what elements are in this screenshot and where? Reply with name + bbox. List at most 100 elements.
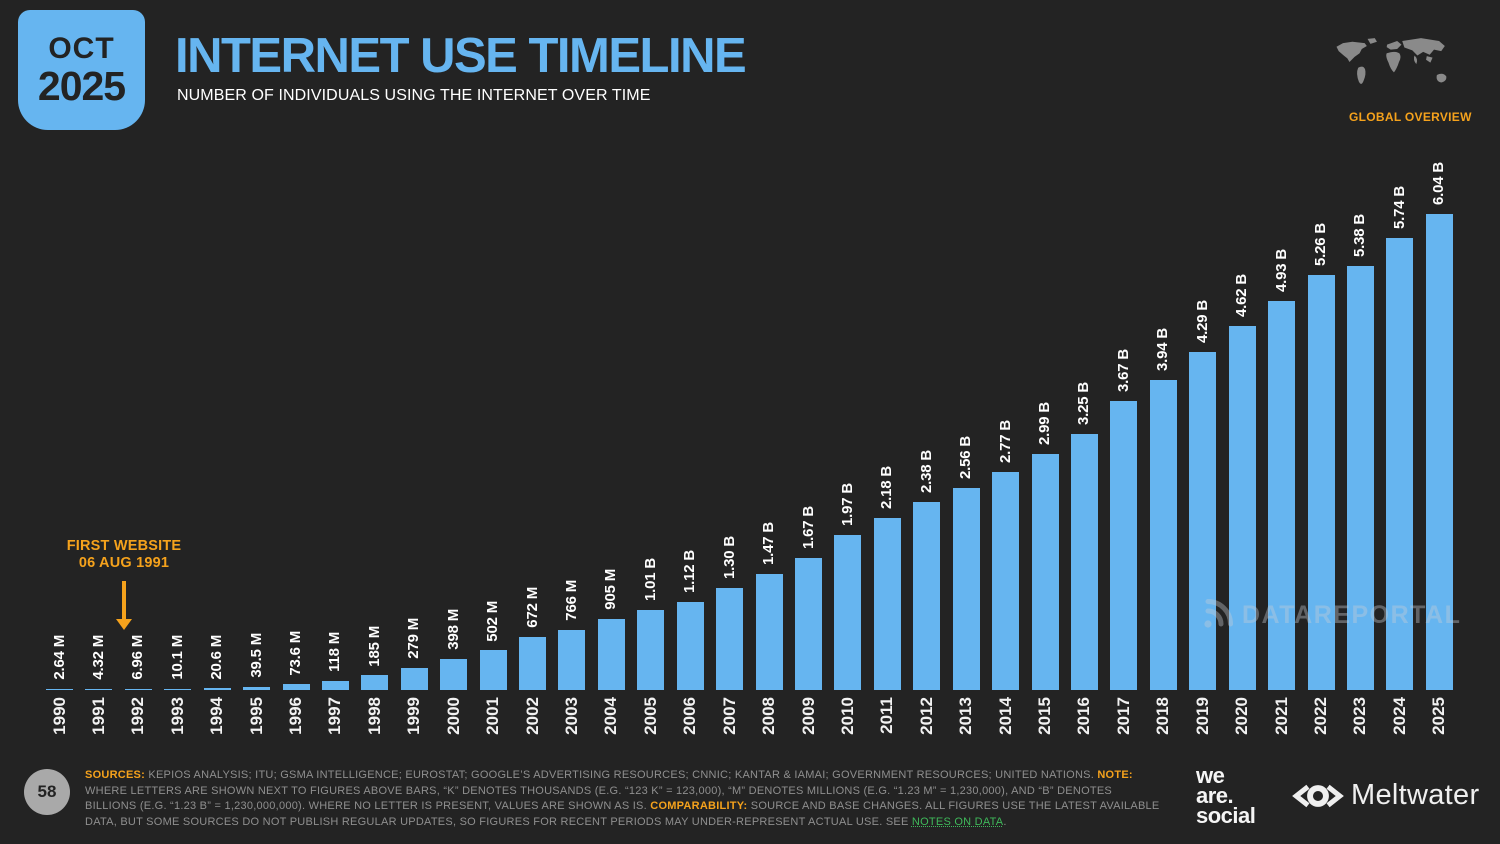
year-label: 1992 — [128, 697, 148, 735]
bar-value-label: 4.93 B — [1272, 249, 1290, 293]
bar-2013 — [952, 488, 980, 690]
bar-column-1995: 39.5 M 1995 — [243, 214, 271, 735]
bar-2000 — [440, 658, 468, 690]
bar-1999 — [400, 668, 428, 690]
annotation-line1: FIRST WEBSITE — [66, 538, 182, 554]
bar-value-label: 3.67 B — [1114, 348, 1132, 392]
year-label: 2016 — [1074, 697, 1094, 735]
year-label: 2022 — [1311, 697, 1330, 735]
bar-column-2010: 1.97 B 2010 — [834, 214, 862, 735]
date-badge-year: 2025 — [37, 63, 126, 109]
bar-2004 — [597, 618, 625, 690]
bar-value-label: 4.29 B — [1193, 299, 1211, 343]
bar-value-label: 279 M — [405, 618, 423, 660]
year-label: 2015 — [1035, 697, 1055, 735]
comparability-label: COMPARABILITY: — [650, 800, 748, 813]
bar-2007 — [716, 587, 744, 690]
we-are-social-line3: social — [1196, 803, 1256, 828]
bar-1992 — [124, 688, 152, 690]
bar-2005 — [637, 610, 665, 690]
year-label: 2025 — [1429, 697, 1449, 735]
bar-2018 — [1149, 379, 1177, 690]
bar-value-label: 3.94 B — [1154, 327, 1172, 371]
sources-body: KEPIOS ANALYSIS; ITU; GSMA INTELLIGENCE;… — [148, 769, 1095, 781]
date-badge-month: OCT — [48, 32, 115, 65]
meltwater-eye-icon — [1292, 784, 1344, 807]
year-label: 2010 — [837, 697, 857, 735]
sources-text: SOURCES: KEPIOS ANALYSIS; ITU; GSMA INTE… — [85, 768, 1163, 830]
year-label: 2014 — [995, 697, 1015, 735]
bar-column-2002: 672 M 2002 — [519, 214, 547, 735]
bar-2001 — [479, 650, 507, 690]
bar-column-2022: 5.26 B 2022 — [1307, 214, 1335, 735]
year-label: 1994 — [207, 697, 227, 735]
page-number: 58 — [37, 782, 57, 801]
bar-value-label: 185 M — [365, 625, 383, 667]
bar-1995 — [243, 686, 271, 690]
year-label: 1996 — [286, 697, 306, 735]
bar-1998 — [361, 675, 389, 690]
bar-2016 — [1070, 433, 1098, 690]
year-label: 1997 — [325, 697, 345, 735]
year-label: 1990 — [49, 697, 69, 735]
notes-on-data-link[interactable]: NOTES ON DATA — [911, 815, 1004, 828]
page-title: INTERNET USE TIMELINE — [175, 29, 747, 83]
year-label: 1991 — [88, 697, 108, 735]
year-label: 1993 — [167, 697, 187, 735]
bar-2019 — [1189, 351, 1217, 690]
bar-value-label: 4.62 B — [1233, 273, 1251, 317]
we-are-social-line1: we — [1196, 763, 1225, 788]
note-body: WHERE LETTERS ARE SHOWN NEXT TO FIGURES … — [85, 784, 1113, 813]
year-label: 2005 — [640, 697, 660, 735]
year-label: 1998 — [364, 697, 384, 735]
we-are-social-logo: we are. social — [1196, 763, 1256, 828]
bar-value-label: 3.25 B — [1075, 381, 1093, 425]
bar-2022 — [1307, 275, 1335, 690]
bar-value-label: 1.12 B — [681, 549, 699, 593]
year-label: 2011 — [877, 697, 897, 734]
meltwater-label: Meltwater — [1351, 779, 1480, 811]
bar-column-2009: 1.67 B 2009 — [795, 214, 823, 735]
bar-2002 — [519, 637, 547, 690]
bar-column-2003: 766 M 2003 — [558, 214, 586, 735]
bar-value-label: 73.6 M — [287, 630, 305, 676]
bar-2006 — [676, 601, 704, 690]
bar-value-label: 1.01 B — [641, 558, 659, 602]
bar-value-label: 2.38 B — [917, 450, 935, 494]
bar-2011 — [873, 518, 901, 690]
bar-column-2017: 3.67 B 2017 — [1110, 214, 1138, 735]
year-label: 2008 — [759, 697, 779, 735]
year-label: 2001 — [483, 697, 503, 735]
bar-value-label: 1.30 B — [720, 535, 738, 579]
bar-value-label: 6.04 B — [1430, 162, 1448, 205]
bar-value-label: 905 M — [602, 568, 620, 610]
bar-value-label: 118 M — [326, 631, 344, 672]
bar-value-label: 39.5 M — [247, 633, 265, 678]
bar-value-label: 766 M — [562, 579, 580, 621]
annotation-line2: 06 AUG 1991 — [78, 555, 170, 571]
year-label: 2007 — [719, 697, 739, 735]
bar-2012 — [913, 502, 941, 690]
bar-column-2024: 5.74 B 2024 — [1386, 186, 1414, 735]
year-label: 1999 — [404, 697, 424, 735]
bar-2009 — [795, 558, 823, 690]
year-label: 2018 — [1153, 697, 1173, 735]
year-label: 2000 — [443, 697, 463, 735]
datareportal-watermark: DATAREPORTAL — [1200, 598, 1461, 632]
we-are-social-line2: are. — [1196, 783, 1234, 808]
year-label: 2006 — [680, 697, 700, 735]
date-badge: OCT 2025 — [18, 10, 145, 130]
meltwater-logo: Meltwater — [1292, 779, 1479, 812]
year-label: 2020 — [1232, 697, 1252, 735]
bar-value-label: 2.18 B — [878, 466, 896, 510]
year-label: 2024 — [1389, 697, 1409, 735]
bar-column-1992: 6.96 M 1992 — [124, 214, 152, 735]
bar-1997 — [321, 680, 349, 690]
bar-2023 — [1346, 266, 1374, 690]
bar-column-1994: 20.6 M 1994 — [203, 214, 231, 735]
down-arrow-icon — [116, 619, 132, 630]
bar-column-2018: 3.94 B 2018 — [1149, 214, 1177, 735]
year-label: 2019 — [1192, 697, 1212, 735]
bar-column-1998: 185 M 1998 — [361, 214, 389, 735]
year-label: 2013 — [956, 697, 976, 735]
